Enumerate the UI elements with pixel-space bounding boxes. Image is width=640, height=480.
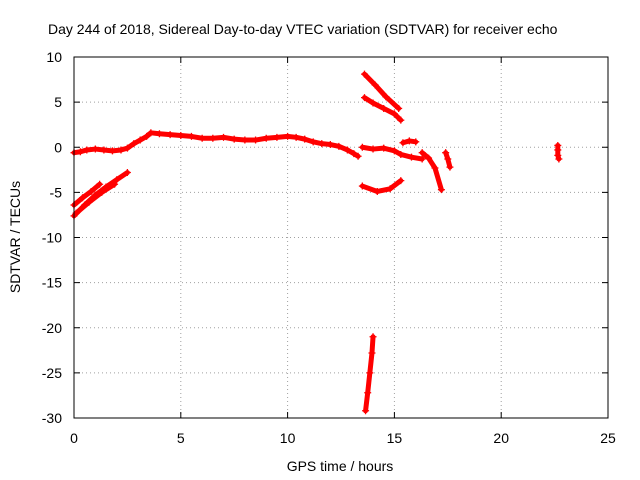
y-tick-label: -15 [42,275,62,291]
data-point [395,104,403,112]
data-point [412,138,420,146]
x-axis-label: GPS time / hours [287,458,394,474]
data-band [383,94,402,111]
data-point [397,177,405,185]
y-axis-label: SDTVAR / TECUs [7,181,23,293]
data-point [354,152,362,160]
x-tick-label: 5 [177,430,185,446]
data-band [361,71,378,88]
data-band [114,170,130,183]
chart-title: Day 244 of 2018, Sidereal Day-to-day VTE… [48,21,558,37]
data-point [555,155,563,163]
data-point [418,155,426,163]
y-tick-label: -30 [42,410,62,426]
x-tick-label: 20 [493,430,509,446]
y-tick-label: -5 [50,184,63,200]
data-point [437,186,445,194]
data-band [73,199,92,216]
data-band [86,189,105,205]
axis-ticks: 0 5 10 15 20 25 10 5 0 -5 -10 -15 -20 -25 -30 [42,49,616,446]
x-tick-label: 0 [70,430,78,446]
y-tick-label: 0 [54,139,62,155]
data-point [96,180,104,188]
data-point [397,116,405,124]
y-tick-label: 5 [54,94,62,110]
data-band [391,111,404,123]
data-band [387,178,404,192]
x-tick-label: 10 [280,430,296,446]
y-tick-label: -20 [42,320,62,336]
data-band [359,183,380,194]
data-band [432,165,444,193]
x-tick-label: 25 [600,430,616,446]
grid [74,57,608,418]
y-tick-label: -10 [42,230,62,246]
y-tick-label: -25 [42,365,62,381]
data-point [111,180,119,188]
data-band [88,181,103,194]
data-points [70,70,563,415]
data-point [369,333,377,341]
data-point [123,169,131,177]
data-band [99,181,118,195]
y-tick-label: 10 [46,49,62,65]
data-point [446,163,454,171]
data-band [372,82,389,100]
x-tick-label: 15 [387,430,403,446]
